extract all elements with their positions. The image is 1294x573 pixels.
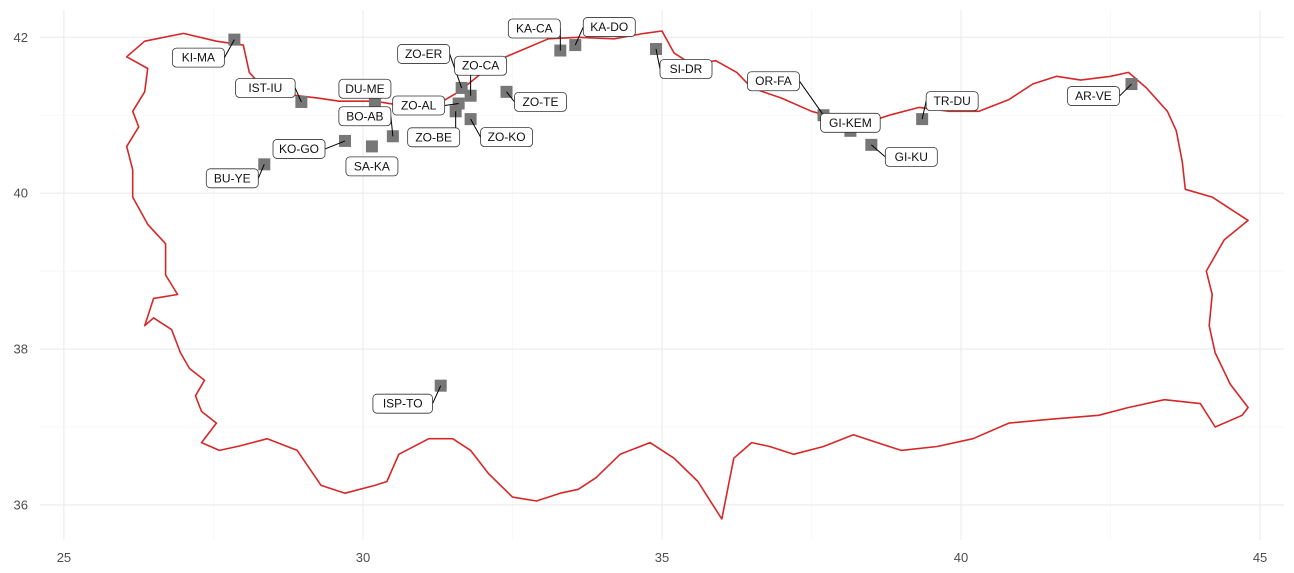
site-label-text: BO-AB xyxy=(346,109,383,123)
label-leader-line xyxy=(506,91,515,103)
label-leader-line xyxy=(921,101,927,120)
y-tick-label: 36 xyxy=(14,497,28,512)
site-label-text: ISP-TO xyxy=(383,397,423,411)
site-label-box xyxy=(392,95,446,116)
site-label: KA-DO xyxy=(582,17,636,37)
site-label-text: BU-YE xyxy=(214,171,251,185)
site-label: ZO-AL xyxy=(392,95,446,116)
site-label: OR-FA xyxy=(747,71,800,92)
label-leader-line xyxy=(444,103,459,107)
site-marker[interactable] xyxy=(368,96,381,109)
site-label-text: GI-KEM xyxy=(829,116,872,130)
site-label: BO-AB xyxy=(338,106,392,127)
site-label-text: SI-DR xyxy=(670,62,703,76)
x-tick-label: 35 xyxy=(655,550,669,565)
site-label-box xyxy=(454,55,508,76)
site-label-box xyxy=(372,393,433,414)
label-leader-line xyxy=(257,164,265,179)
site-label-text: ZO-BE xyxy=(415,130,452,144)
label-leader-line xyxy=(655,48,661,70)
site-label: ZO-TE xyxy=(514,91,567,112)
axis-tick-labels: 25 30 35 40 45 36 38 40 42 xyxy=(14,30,1268,565)
x-tick-label: 45 xyxy=(1253,550,1267,565)
site-label-box xyxy=(747,71,800,92)
site-label-text: ZO-KO xyxy=(488,130,526,144)
site-label-text: ZO-ER xyxy=(405,47,443,61)
site-label-text: DU-ME xyxy=(345,82,384,96)
site-label-text: OR-FA xyxy=(755,74,792,88)
site-label-box xyxy=(514,91,567,112)
label-leader-line xyxy=(432,385,442,404)
site-label: GI-KU xyxy=(884,146,938,167)
site-label-box xyxy=(1067,86,1120,106)
x-tick-label: 30 xyxy=(356,550,370,565)
site-label-box xyxy=(507,18,561,39)
label-leader-line xyxy=(1119,83,1132,97)
site-label-box xyxy=(884,146,938,167)
site-label: SA-KA xyxy=(345,156,399,177)
site-label-box xyxy=(171,47,225,68)
site-label: ZO-BE xyxy=(407,127,461,148)
site-label-box xyxy=(338,106,392,127)
label-leader-line xyxy=(324,140,346,150)
site-marker[interactable] xyxy=(365,140,378,153)
y-tick-label: 38 xyxy=(14,342,28,357)
label-leader-line xyxy=(470,118,482,138)
site-label: KI-MA xyxy=(171,47,225,68)
site-label-text: KI-MA xyxy=(182,51,215,65)
site-label: BU-YE xyxy=(205,168,259,189)
site-label-box xyxy=(820,112,881,133)
site-label-text: KA-CA xyxy=(516,22,553,36)
site-labels: KI-MA IST-IU BU-YE KO-GO DU-ME BO-AB SA-KA ZO-E… xyxy=(171,17,1132,414)
y-tick-label: 40 xyxy=(14,186,28,201)
site-label: KA-CA xyxy=(507,18,561,39)
site-label: ZO-ER xyxy=(397,44,451,64)
site-label-box xyxy=(205,168,259,189)
site-label-text: GI-KU xyxy=(895,150,928,164)
site-label-text: IST-IU xyxy=(248,81,282,95)
site-label-text: ZO-TE xyxy=(523,95,559,109)
label-leader-line xyxy=(799,80,824,116)
site-label-text: TR-DU xyxy=(933,94,970,108)
site-label-text: AR-VE xyxy=(1075,89,1112,103)
site-label: DU-ME xyxy=(338,78,392,99)
site-label: ZO-KO xyxy=(480,127,534,148)
site-label-box xyxy=(338,78,392,99)
x-tick-label: 25 xyxy=(57,550,71,565)
site-label-text: KO-GO xyxy=(279,142,319,156)
site-label: AR-VE xyxy=(1067,86,1120,106)
site-label: IST-IU xyxy=(235,78,296,98)
site-label-text: SA-KA xyxy=(354,159,390,173)
site-label: GI-KEM xyxy=(820,112,881,133)
label-leader-line xyxy=(294,87,302,103)
site-label-box xyxy=(345,156,399,177)
site-label-box xyxy=(235,78,296,98)
site-label-box xyxy=(272,139,326,159)
label-leader-line xyxy=(574,26,584,46)
site-label-box xyxy=(397,44,451,64)
site-label-box xyxy=(925,91,979,112)
site-label-box xyxy=(480,127,534,148)
y-tick-label: 42 xyxy=(14,30,28,45)
site-label: ISP-TO xyxy=(372,393,433,414)
label-leader-line xyxy=(223,39,235,58)
site-label-text: KA-DO xyxy=(590,20,628,34)
site-label: TR-DU xyxy=(925,91,979,112)
site-label-box xyxy=(407,127,461,148)
site-label-box xyxy=(582,17,636,37)
site-label: KO-GO xyxy=(272,139,326,159)
site-label-text: ZO-AL xyxy=(401,99,437,113)
site-label: ZO-CA xyxy=(454,55,508,76)
site-label-text: ZO-CA xyxy=(462,59,499,73)
label-leader-line xyxy=(871,144,886,158)
site-label-box xyxy=(659,59,713,79)
site-label: SI-DR xyxy=(659,59,713,79)
x-tick-label: 40 xyxy=(954,550,968,565)
